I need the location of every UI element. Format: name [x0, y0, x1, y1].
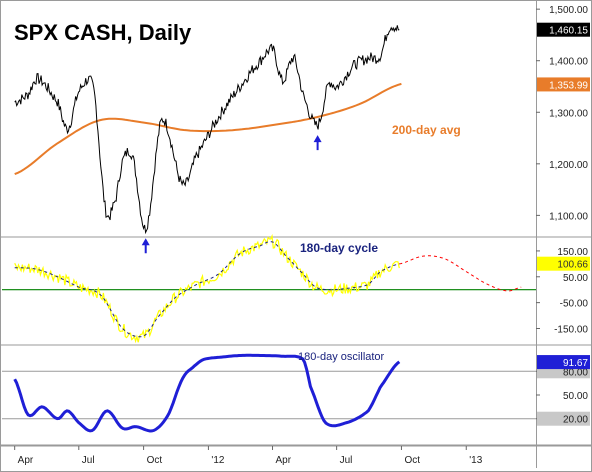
cycle-value-tag: 100.66: [557, 260, 588, 271]
cycle-panel-title: 180-day cycle: [300, 241, 378, 255]
y-tick-label: 1,300.00: [549, 108, 588, 119]
low-arrow: [141, 238, 150, 254]
price-tag: 1,460.15: [549, 26, 588, 37]
y-tick-label: 1,100.00: [549, 211, 588, 222]
cycle-fit-line: [14, 240, 400, 338]
x-tick-label: Apr: [276, 455, 292, 466]
y-tick-label: -150.00: [554, 324, 588, 335]
y-tick-label: 50.00: [563, 273, 588, 284]
x-tick-label: Jul: [82, 455, 95, 466]
x-tick-label: Oct: [404, 455, 420, 466]
label-layer: SPX CASH, Daily 200-day avg 180-day cycl…: [14, 20, 461, 363]
ma-200-line: [14, 82, 402, 176]
x-tick-label: Jul: [340, 455, 353, 466]
y-tick-label: 150.00: [557, 247, 588, 258]
y-tick-label: 1,500.00: [549, 5, 588, 16]
x-tick-label: '13: [469, 455, 482, 466]
x-tick-label: Apr: [18, 455, 34, 466]
y-tick-label: 1,200.00: [549, 160, 588, 171]
series-layer: [13, 25, 522, 433]
oscillator-line: [13, 353, 401, 433]
cycle-value-tag-bg: [537, 256, 590, 271]
cycle-data-line: [14, 233, 400, 344]
level-tag-bg: [537, 411, 590, 426]
price-line: [14, 25, 400, 235]
price-panel-title: SPX CASH, Daily: [14, 20, 192, 45]
low-arrow: [313, 135, 322, 151]
price-tag-bg: [537, 22, 590, 37]
ma-label: 200-day avg: [392, 123, 461, 137]
oscillator-value-tag: 91.67: [563, 358, 588, 369]
y-tick-label: 50.00: [563, 391, 588, 402]
y-tick-label: 1,400.00: [549, 57, 588, 68]
oscillator-panel-title: 180-day oscillator: [298, 351, 385, 363]
axis-layer: 1,500.00 1,400.00 1,300.00 1,200.00 1,100.00…: [0, 5, 592, 466]
y-tick-label: -50.00: [560, 299, 589, 310]
x-tick-label: Oct: [147, 455, 163, 466]
ma-tag: 1,353.99: [549, 80, 588, 91]
oscillator-value-tag-bg: [537, 355, 590, 370]
x-tick-label: '12: [211, 455, 224, 466]
ma-tag-bg: [537, 77, 590, 92]
level-tag-label: 80.00: [563, 367, 588, 378]
level-tag-label: 20.00: [563, 415, 588, 426]
